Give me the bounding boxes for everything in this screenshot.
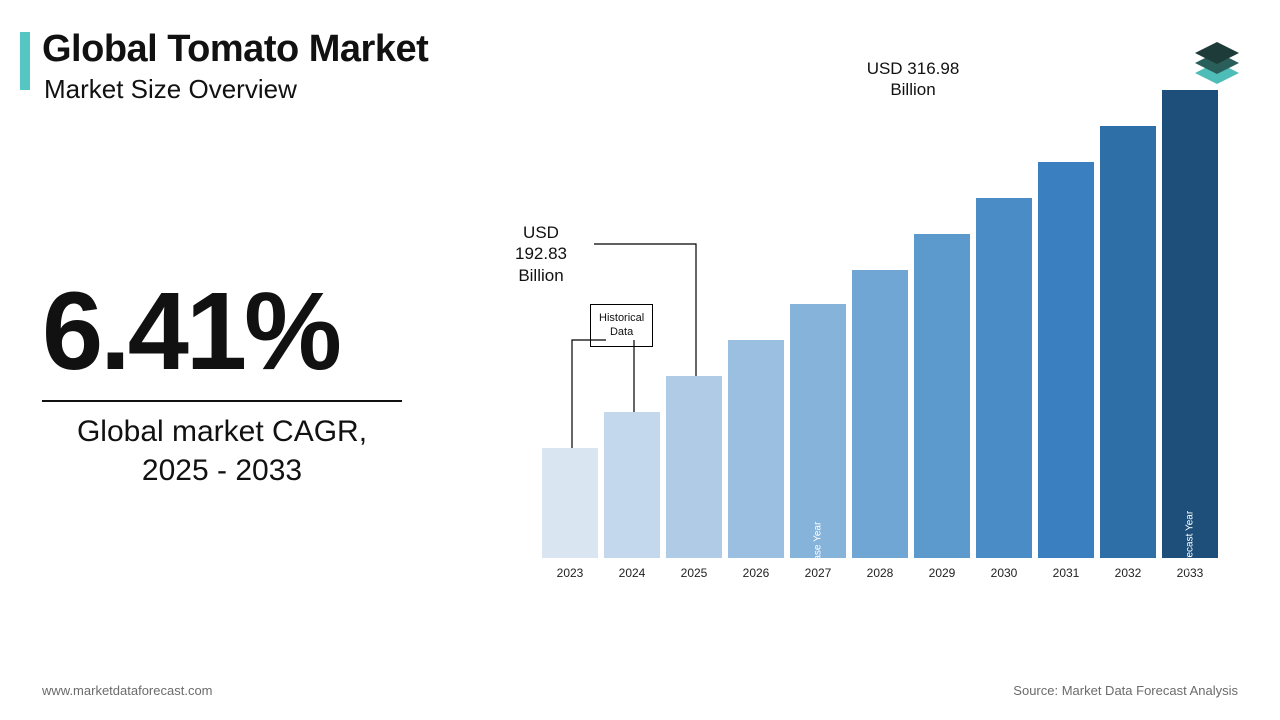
bar-col: 2032 (1100, 126, 1156, 580)
bar-col: 2029 (914, 234, 970, 580)
bar (852, 270, 908, 558)
bar-xlabel: 2032 (1115, 566, 1142, 580)
bar-col: 2024 (604, 412, 660, 580)
bar (1038, 162, 1094, 558)
bar-col: 2023 (542, 448, 598, 580)
callout-end-line1: USD 316.98 (828, 58, 998, 79)
metric-divider (42, 400, 402, 402)
bar-xlabel: 2023 (557, 566, 584, 580)
callout-end-value: USD 316.98 Billion (828, 58, 998, 101)
title-accent-bar (20, 32, 30, 90)
bar-col: Forecast Year2033 (1162, 90, 1218, 580)
bar-col: Base Year2027 (790, 304, 846, 580)
cagr-label-line1: Global market CAGR,2025 - 2033 (77, 415, 367, 487)
brand-logo-icon (1184, 26, 1250, 92)
bar-container: 2023 2024 2025 2026 Base Year2027 2028 2029 203… (530, 160, 1230, 580)
callout-end-line2: Billion (828, 79, 998, 100)
page-subtitle: Market Size Overview (44, 74, 297, 105)
bar-col: 2028 (852, 270, 908, 580)
bar: Forecast Year (1162, 90, 1218, 558)
bar: Base Year (790, 304, 846, 558)
bar-col: 2026 (728, 340, 784, 580)
bar (976, 198, 1032, 558)
bar-xlabel: 2025 (681, 566, 708, 580)
bar (604, 412, 660, 558)
bar (1100, 126, 1156, 558)
infographic-canvas: Global Tomato Market Market Size Overvie… (0, 0, 1280, 720)
bar-xlabel: 2030 (991, 566, 1018, 580)
bar (728, 340, 784, 558)
bar (666, 376, 722, 558)
bar-inline-label: Base Year (813, 517, 824, 573)
bar-xlabel: 2028 (867, 566, 894, 580)
bar-xlabel: 2029 (929, 566, 956, 580)
bar-xlabel: 2031 (1053, 566, 1080, 580)
page-title: Global Tomato Market (42, 28, 428, 71)
footer-source: Source: Market Data Forecast Analysis (1013, 683, 1238, 698)
bar-col: 2025 (666, 376, 722, 580)
footer-website: www.marketdataforecast.com (42, 683, 213, 698)
cagr-label: Global market CAGR,2025 - 2033 (42, 412, 402, 490)
bar (542, 448, 598, 558)
bar-xlabel: 2024 (619, 566, 646, 580)
bar-xlabel: 2026 (743, 566, 770, 580)
market-size-chart: USD 192.83 Billion USD 316.98 Billion Hi… (530, 140, 1230, 620)
bar-col: 2031 (1038, 162, 1094, 580)
bar (914, 234, 970, 558)
bar-inline-label: Forecast Year (1185, 517, 1196, 573)
cagr-value: 6.41% (42, 268, 339, 395)
bar-col: 2030 (976, 198, 1032, 580)
